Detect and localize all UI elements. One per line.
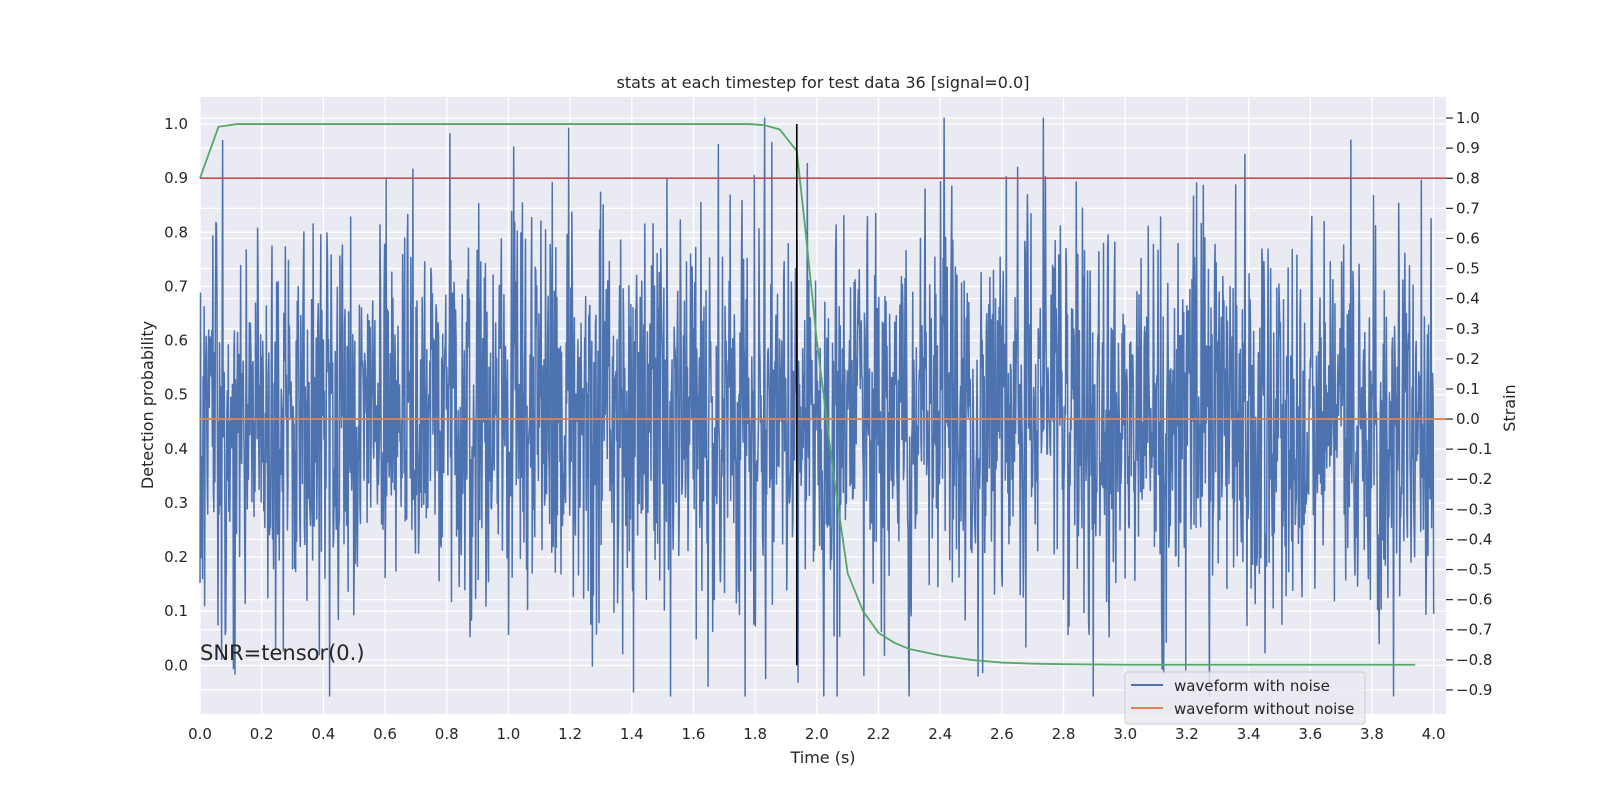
y-left-tick-label: 0.4 [164,440,188,458]
y-left-tick-label: 0.9 [164,169,188,187]
series-detection-probability [199,123,1416,666]
chart-title: stats at each timestep for test data 36 … [617,73,1030,92]
y-right-tick-label: −0.8 [1456,651,1492,669]
x-tick-label: 2.0 [805,725,829,743]
x-tick-label: 1.6 [682,725,706,743]
y-left-tick-label: 0.8 [164,223,188,241]
ticks-layer: 0.0 0.2 0.4 0.6 0.8 1.0 1.2 1.4 1.6 1.8 2.0 2.2 2.4 2… [164,109,1492,743]
x-tick-label: 3.8 [1360,725,1384,743]
x-tick-label: 1.8 [743,725,767,743]
y-right-tick-label: 0.0 [1456,410,1480,428]
y-right-tick-label: 0.6 [1456,229,1480,247]
y-right-tick-label: −0.9 [1456,681,1492,699]
y-right-tick-label: −0.5 [1456,561,1492,579]
y-right-tick-label: 0.3 [1456,320,1480,338]
x-tick-label: 2.6 [990,725,1014,743]
y-left-tick-label: 0.1 [164,602,188,620]
x-tick-label: 4.0 [1422,725,1446,743]
x-tick-label: 3.2 [1175,725,1199,743]
x-tick-label: 3.6 [1298,725,1322,743]
x-tick-label: 0.2 [250,725,274,743]
y-right-tick-label: 0.8 [1456,169,1480,187]
snr-annotation: SNR=tensor(0.) [200,641,365,665]
legend-box [1124,671,1366,725]
y-right-tick-label: −0.1 [1456,440,1492,458]
y-right-tick-label: −0.2 [1456,470,1492,488]
y-right-tick-label: 0.1 [1456,380,1480,398]
y-left-tick-label: 0.0 [164,656,188,674]
y-left-tick-label: 0.7 [164,277,188,295]
y-left-tick-label: 0.5 [164,386,188,404]
y-right-tick-label: 0.9 [1456,139,1480,157]
x-tick-label: 2.2 [867,725,891,743]
legend: waveform with noise waveform without noi… [1124,671,1366,725]
x-tick-label: 2.4 [928,725,952,743]
y-right-tick-label: 0.7 [1456,199,1480,217]
x-tick-label: 0.8 [435,725,459,743]
y-right-tick-label: −0.6 [1456,591,1492,609]
y-right-tick-label: 0.4 [1456,290,1480,308]
y-right-tick-label: −0.4 [1456,530,1492,548]
y-left-tick-label: 1.0 [164,115,188,133]
series-layer [199,117,1446,697]
x-tick-label: 0.6 [373,725,397,743]
x-tick-label: 0.4 [311,725,335,743]
y-axis-label-right: Strain [1500,384,1519,431]
x-tick-label: 0.0 [188,725,212,743]
y-right-tick-label: 0.5 [1456,260,1480,278]
x-tick-label: 3.4 [1237,725,1261,743]
legend-label-waveform-without-noise: waveform without noise [1174,700,1354,718]
x-tick-label: 1.2 [558,725,582,743]
annotation-layer [200,124,1446,666]
y-right-tick-label: −0.7 [1456,621,1492,639]
x-tick-label: 1.0 [496,725,520,743]
y-right-tick-label: 0.2 [1456,350,1480,368]
x-tick-label: 2.8 [1052,725,1076,743]
y-right-tick-label: −0.3 [1456,500,1492,518]
y-left-tick-label: 0.3 [164,494,188,512]
x-tick-label: 3.0 [1113,725,1137,743]
y-right-tick-label: 1.0 [1456,109,1480,127]
x-axis-label: Time (s) [789,748,855,767]
series-waveform-with-noise [199,117,1435,697]
y-left-tick-label: 0.2 [164,548,188,566]
y-left-tick-label: 0.6 [164,332,188,350]
legend-label-waveform-with-noise: waveform with noise [1174,677,1330,695]
x-tick-label: 1.4 [620,725,644,743]
y-axis-label-left: Detection probability [138,321,157,489]
